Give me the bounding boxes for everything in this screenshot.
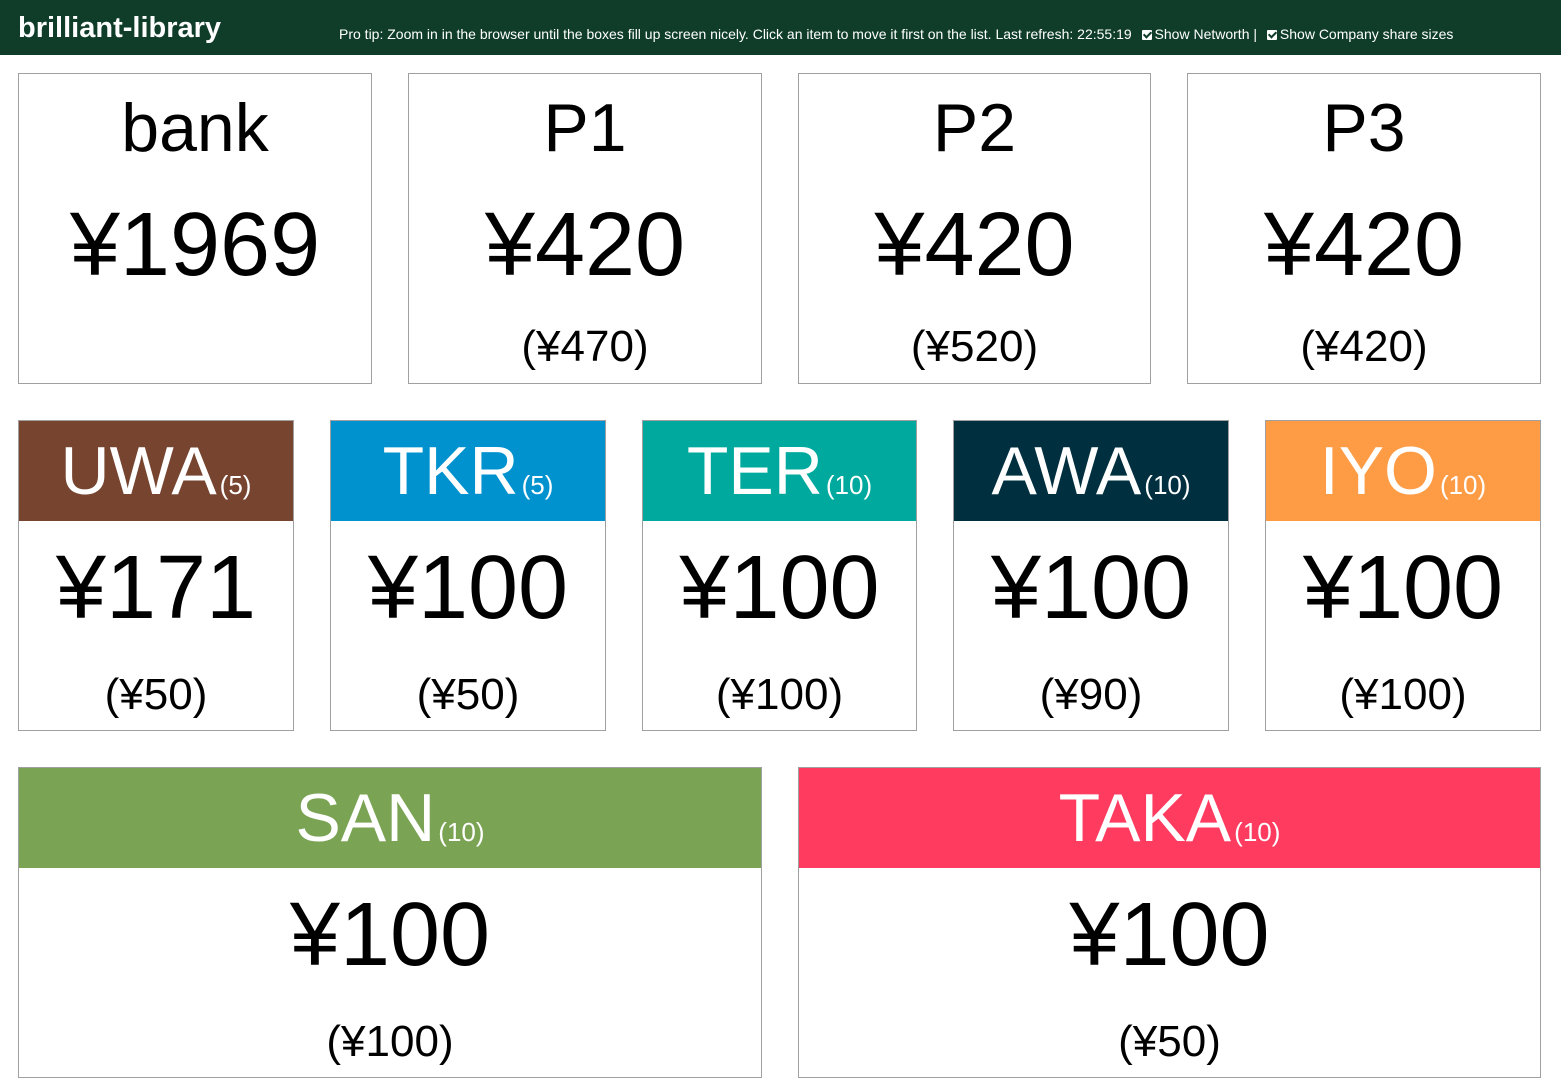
company-cash: ¥100 bbox=[990, 538, 1192, 638]
networth-toggle[interactable]: Show Networth | bbox=[1136, 26, 1257, 42]
header-info: Pro tip: Zoom in in the browser until th… bbox=[339, 25, 1453, 43]
share-sizes-toggle[interactable]: Show Company share sizes bbox=[1261, 26, 1454, 42]
company-abbr: TKR bbox=[382, 433, 519, 509]
share-sizes-checkbox[interactable] bbox=[1266, 30, 1277, 40]
player-cash: ¥420 bbox=[1263, 195, 1465, 295]
share-sizes-toggle-label: Show Company share sizes bbox=[1279, 26, 1454, 42]
company-share-size: (10) bbox=[1439, 470, 1487, 500]
top-bar: brilliant-library Pro tip: Zoom in in th… bbox=[0, 0, 1561, 55]
player-cash: ¥420 bbox=[874, 195, 1075, 295]
player-name: P1 bbox=[543, 90, 627, 166]
player-networth: (¥470) bbox=[521, 322, 649, 371]
player-cash: ¥420 bbox=[484, 195, 686, 295]
company-card-awa[interactable]: AWA (10) ¥100 (¥90) bbox=[953, 420, 1229, 731]
company-share-value: (¥100) bbox=[1339, 670, 1467, 719]
company-card-uwa[interactable]: UWA (5) ¥171 (¥50) bbox=[18, 420, 294, 731]
player-name: P2 bbox=[932, 90, 1017, 166]
player-card-p2[interactable]: P2 ¥420 (¥520) bbox=[798, 73, 1151, 384]
player-card-p1[interactable]: P1 ¥420 (¥470) bbox=[408, 73, 762, 384]
player-name: bank bbox=[121, 90, 269, 166]
company-abbr: TER bbox=[686, 433, 823, 509]
company-cash: ¥171 bbox=[55, 538, 257, 638]
pro-tip-text: Pro tip: Zoom in in the browser until th… bbox=[339, 26, 1132, 42]
company-header: TAKA (10) bbox=[799, 768, 1540, 868]
player-networth: (¥420) bbox=[1300, 322, 1428, 371]
player-networth: (¥520) bbox=[910, 322, 1039, 371]
company-cash: ¥100 bbox=[679, 538, 880, 638]
company-abbr: IYO bbox=[1319, 433, 1437, 509]
company-header: UWA (5) bbox=[19, 421, 293, 521]
company-card-tkr[interactable]: TKR (5) ¥100 (¥50) bbox=[330, 420, 606, 731]
company-share-size: (10) bbox=[438, 817, 485, 847]
company-share-value: (¥50) bbox=[104, 670, 208, 719]
company-header: TER (10) bbox=[643, 421, 916, 521]
company-share-value: (¥50) bbox=[416, 670, 520, 719]
company-abbr: AWA bbox=[991, 433, 1142, 509]
company-share-size: (10) bbox=[1234, 817, 1281, 847]
company-card-san[interactable]: SAN (10) ¥100 (¥100) bbox=[18, 767, 762, 1078]
company-cash: ¥100 bbox=[367, 538, 569, 638]
player-card-p3[interactable]: P3 ¥420 (¥420) bbox=[1187, 73, 1541, 384]
company-card-ter[interactable]: TER (10) ¥100 (¥100) bbox=[642, 420, 917, 731]
company-share-value: (¥90) bbox=[1039, 670, 1143, 719]
company-cash: ¥100 bbox=[1069, 885, 1270, 985]
networth-toggle-label: Show Networth | bbox=[1154, 26, 1258, 42]
company-abbr: SAN bbox=[295, 780, 436, 856]
company-cash: ¥100 bbox=[289, 885, 491, 985]
app-title[interactable]: brilliant-library bbox=[18, 12, 222, 44]
company-cash: ¥100 bbox=[1302, 538, 1504, 638]
company-share-value: (¥100) bbox=[326, 1017, 454, 1066]
company-share-size: (5) bbox=[521, 470, 554, 500]
company-header: IYO (10) bbox=[1266, 421, 1540, 521]
company-header: AWA (10) bbox=[954, 421, 1228, 521]
company-card-iyo[interactable]: IYO (10) ¥100 (¥100) bbox=[1265, 420, 1541, 731]
company-header: SAN (10) bbox=[19, 768, 761, 868]
player-cash: ¥1969 bbox=[69, 195, 321, 295]
company-share-size: (10) bbox=[825, 470, 873, 500]
company-share-size: (5) bbox=[219, 470, 252, 500]
company-share-value: (¥50) bbox=[1118, 1017, 1221, 1066]
company-share-size: (10) bbox=[1144, 470, 1191, 500]
company-header: TKR (5) bbox=[331, 421, 605, 521]
networth-checkbox[interactable] bbox=[1141, 30, 1152, 40]
company-share-value: (¥100) bbox=[715, 670, 844, 719]
company-abbr: TAKA bbox=[1058, 780, 1232, 856]
player-name: P3 bbox=[1322, 90, 1406, 166]
company-card-taka[interactable]: TAKA (10) ¥100 (¥50) bbox=[798, 767, 1541, 1078]
player-card-bank[interactable]: bank ¥1969 bbox=[18, 73, 372, 384]
company-abbr: UWA bbox=[60, 433, 217, 509]
